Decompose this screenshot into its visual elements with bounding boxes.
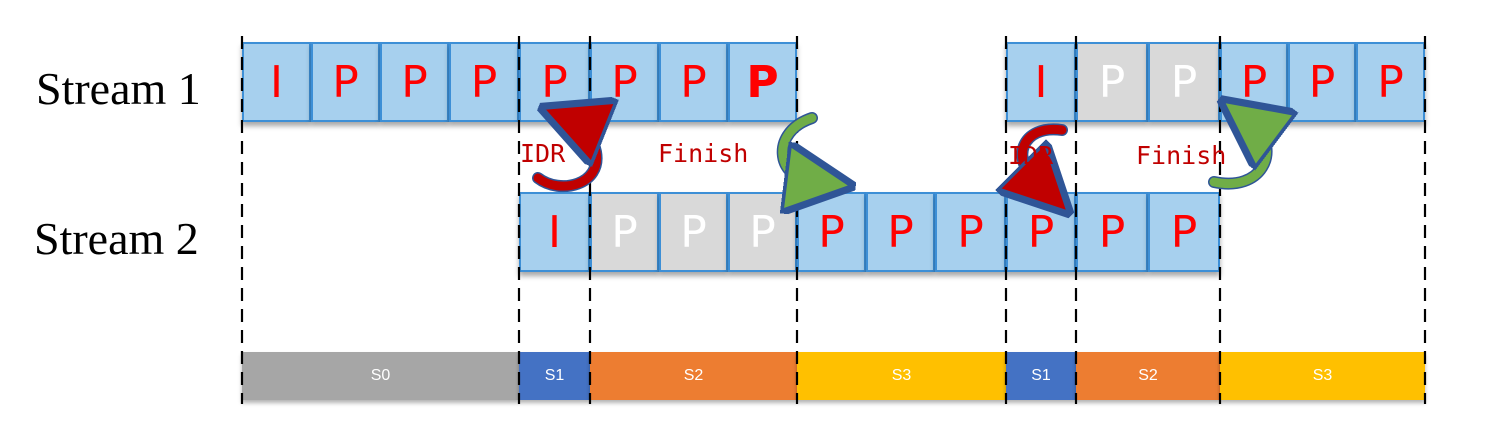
stream1-label: Stream 1 xyxy=(36,63,201,114)
finish-label-1: Finish xyxy=(658,139,749,168)
idr-label-2: IDR xyxy=(1008,141,1054,170)
stream1-frame-14: P xyxy=(1356,42,1425,122)
stream2-frame-4: P xyxy=(728,192,797,272)
idr-arrow-1 xyxy=(538,120,597,193)
idr-label-1: IDR xyxy=(520,139,566,168)
stream1-frame-2: P xyxy=(311,42,380,122)
stream2-frame-9: P xyxy=(1076,192,1148,272)
time-boundaries xyxy=(240,36,1427,404)
stream2-frame-7: P xyxy=(935,192,1006,272)
stream2-frame-6: P xyxy=(866,192,935,272)
stream1-frame-7: P xyxy=(659,42,728,122)
stream2-label: Stream 2 xyxy=(34,213,199,264)
idr-arrow-2 xyxy=(1022,123,1062,190)
finish-arrow-1 xyxy=(776,112,820,182)
stream1-frame-10: P xyxy=(1076,42,1148,122)
stream2-frame-2: P xyxy=(590,192,659,272)
state-segment-s2-3: S2 xyxy=(590,352,797,400)
stream2-frame-3: P xyxy=(659,192,728,272)
stream1-frame-8: P xyxy=(728,42,797,122)
stream1-frame-13: P xyxy=(1288,42,1356,122)
finish-label-2: Finish xyxy=(1136,141,1227,170)
stream1-frame-3: P xyxy=(380,42,449,122)
finish-arrow-2 xyxy=(1208,120,1267,190)
state-segment-s2-6: S2 xyxy=(1076,352,1220,400)
stream1-frame-11: P xyxy=(1148,42,1220,122)
stream1-frame-9: I xyxy=(1006,42,1076,122)
state-segment-s3-7: S3 xyxy=(1220,352,1425,400)
